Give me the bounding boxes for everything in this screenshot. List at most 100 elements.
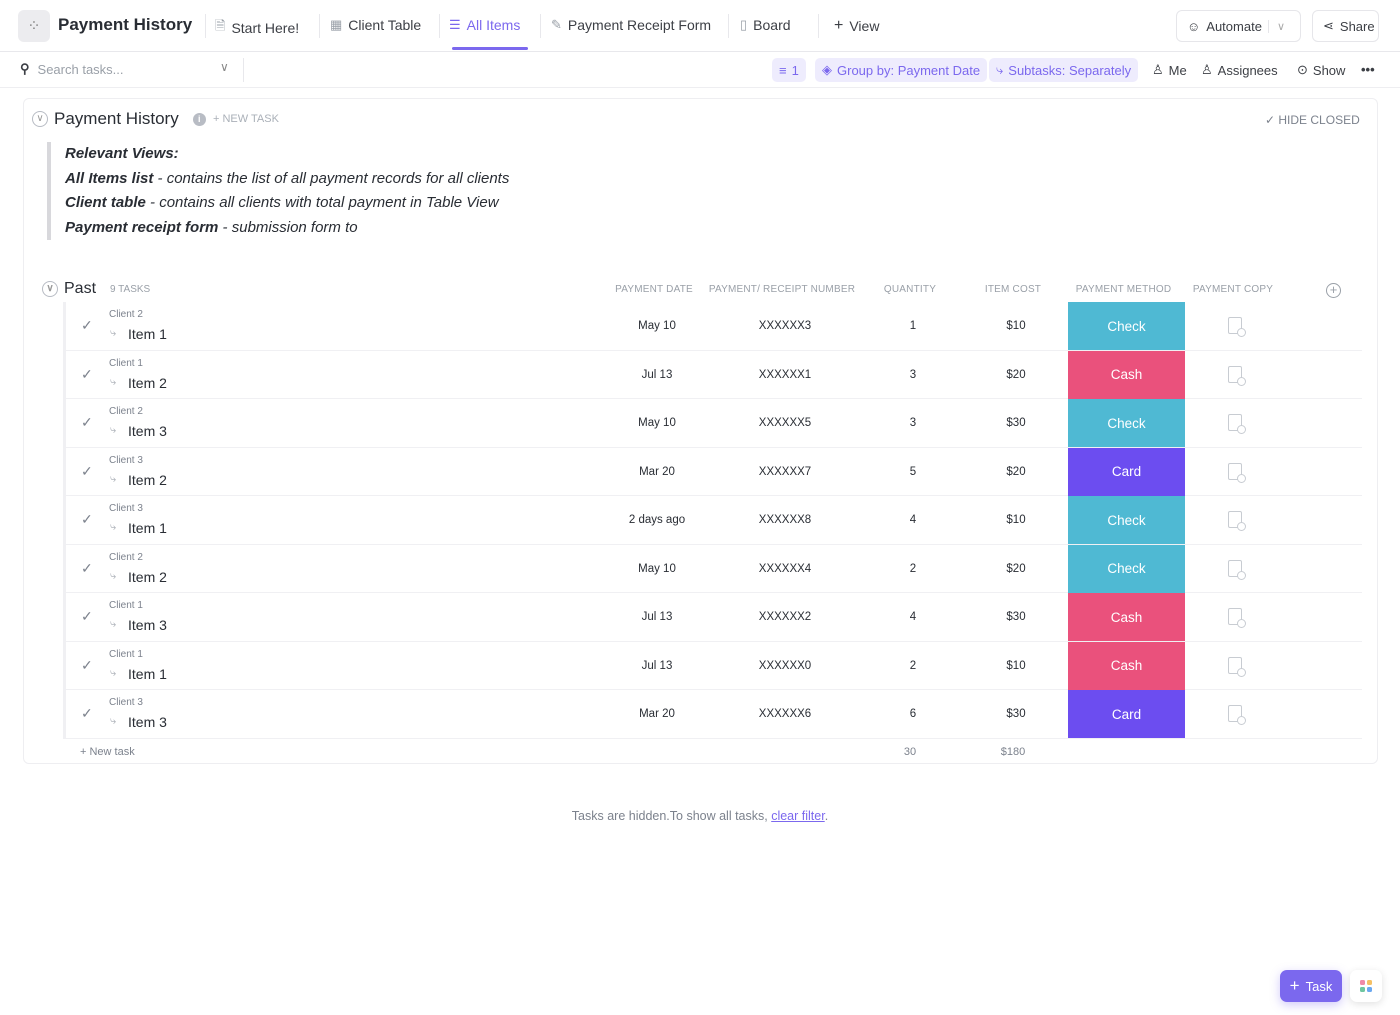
- task-name[interactable]: Item 2: [128, 568, 167, 585]
- task-name[interactable]: Item 1: [128, 665, 167, 682]
- item-cost[interactable]: $10: [1006, 659, 1026, 672]
- payment-date[interactable]: Mar 20: [639, 708, 675, 720]
- more-icon[interactable]: •••: [1361, 62, 1375, 77]
- item-cost[interactable]: $30: [1006, 708, 1026, 720]
- task-name[interactable]: Item 2: [128, 471, 167, 488]
- column-header-cost[interactable]: ITEM COST: [984, 284, 1042, 295]
- payment-date[interactable]: Jul 13: [641, 659, 673, 672]
- payment-method[interactable]: Check: [1068, 544, 1185, 593]
- receipt-number[interactable]: XXXXXX4: [758, 562, 812, 575]
- task-name[interactable]: Item 3: [128, 423, 167, 439]
- document-upload-icon[interactable]: [1228, 705, 1246, 725]
- payment-date[interactable]: Mar 20: [639, 465, 675, 478]
- payment-method[interactable]: Cash: [1068, 593, 1185, 641]
- tab-payment-receipt-form[interactable]: ✎ Payment Receipt Form: [551, 17, 711, 33]
- apps-button[interactable]: [1350, 970, 1382, 1002]
- tab-board[interactable]: ▯ Board: [740, 17, 791, 33]
- check-icon[interactable]: ✓: [81, 559, 93, 576]
- table-row[interactable]: ✓ Client 3 ⤷ Item 3 Mar 20 XXXXXX6 6 $30 Card: [66, 690, 1362, 739]
- tab-all-items[interactable]: ☰ All Items: [449, 17, 520, 33]
- payment-date[interactable]: May 10: [638, 562, 676, 575]
- payment-date[interactable]: May 10: [638, 320, 676, 332]
- receipt-number[interactable]: XXXXXX3: [758, 320, 812, 332]
- item-cost[interactable]: $10: [1006, 514, 1026, 526]
- document-upload-icon[interactable]: [1228, 608, 1246, 628]
- item-cost[interactable]: $20: [1006, 368, 1026, 381]
- check-icon[interactable]: ✓: [81, 317, 93, 333]
- receipt-number[interactable]: XXXXXX6: [758, 708, 812, 720]
- payment-date[interactable]: Jul 13: [641, 368, 673, 381]
- task-name[interactable]: Item 3: [128, 617, 167, 633]
- column-header-date[interactable]: PAYMENT DATE: [615, 284, 693, 295]
- column-header-receipt[interactable]: PAYMENT/ RECEIPT NUMBER: [708, 284, 856, 295]
- quantity[interactable]: 1: [909, 320, 917, 332]
- share-button[interactable]: ⋖ Share: [1312, 10, 1379, 42]
- quantity[interactable]: 5: [909, 465, 917, 478]
- task-name[interactable]: Item 3: [128, 714, 167, 730]
- document-upload-icon[interactable]: [1228, 511, 1246, 531]
- table-row[interactable]: ✓ Client 2 ⤷ Item 2 May 10 XXXXXX4 2 $20 Check: [66, 544, 1362, 593]
- tab-client-table[interactable]: ▦ Client Table: [330, 17, 421, 33]
- column-header-copy[interactable]: PAYMENT COPY: [1192, 284, 1274, 295]
- receipt-number[interactable]: XXXXXX1: [758, 368, 812, 381]
- table-row[interactable]: ✓ Client 3 ⤷ Item 1 2 days ago XXXXXX8 4 $10 Che…: [66, 496, 1362, 545]
- document-upload-icon[interactable]: [1228, 365, 1246, 386]
- check-icon[interactable]: ✓: [81, 365, 93, 382]
- clear-filter-link[interactable]: clear filter: [771, 809, 825, 823]
- quantity[interactable]: 4: [909, 514, 917, 526]
- receipt-number[interactable]: XXXXXX2: [758, 611, 812, 623]
- payment-date[interactable]: Jul 13: [641, 611, 673, 623]
- column-header-method[interactable]: PAYMENT METHOD: [1075, 284, 1172, 295]
- payment-date[interactable]: 2 days ago: [628, 514, 686, 526]
- collapse-icon[interactable]: ∨: [42, 281, 58, 297]
- quantity[interactable]: 2: [909, 659, 917, 672]
- payment-method[interactable]: Card: [1068, 447, 1185, 496]
- add-task-button[interactable]: + Task: [1280, 970, 1342, 1002]
- item-cost[interactable]: $20: [1006, 562, 1026, 575]
- payment-method[interactable]: Cash: [1068, 350, 1185, 399]
- document-upload-icon[interactable]: [1228, 414, 1246, 434]
- payment-method[interactable]: Check: [1068, 399, 1185, 447]
- info-icon[interactable]: i: [192, 112, 206, 126]
- quantity[interactable]: 6: [909, 708, 917, 720]
- automate-button[interactable]: ☺ Automate ∨: [1176, 10, 1301, 42]
- quantity[interactable]: 3: [909, 368, 917, 381]
- table-row[interactable]: ✓ Client 1 ⤷ Item 2 Jul 13 XXXXXX1 3 $20 Cash: [66, 350, 1362, 399]
- new-task-button[interactable]: + NEW TASK: [213, 113, 279, 125]
- add-view-button[interactable]: + View: [834, 17, 879, 35]
- collapse-icon[interactable]: ∨: [32, 111, 48, 127]
- check-icon[interactable]: ✓: [81, 462, 93, 479]
- table-row[interactable]: ✓ Client 2 ⤷ Item 3 May 10 XXXXXX5 3 $30 Check: [66, 399, 1362, 448]
- receipt-number[interactable]: XXXXXX7: [758, 465, 812, 478]
- hide-closed-button[interactable]: ✓ HIDE CLOSED: [1265, 113, 1360, 127]
- filter-button[interactable]: ≡ 1: [772, 58, 806, 82]
- document-upload-icon[interactable]: [1228, 462, 1246, 483]
- search-input[interactable]: ⚲ Search tasks...: [20, 61, 124, 77]
- document-upload-icon[interactable]: [1228, 656, 1246, 677]
- item-cost[interactable]: $30: [1006, 417, 1026, 429]
- table-row[interactable]: ✓ Client 3 ⤷ Item 2 Mar 20 XXXXXX7 5 $20 Card: [66, 447, 1362, 496]
- table-row[interactable]: ✓ Client 1 ⤷ Item 1 Jul 13 XXXXXX0 2 $10 Cash: [66, 641, 1362, 690]
- group-by-button[interactable]: ◈ Group by: Payment Date: [815, 58, 988, 82]
- table-row[interactable]: ✓ Client 2 ⤷ Item 1 May 10 XXXXXX3 1 $10 Check: [66, 302, 1362, 351]
- item-cost[interactable]: $30: [1006, 611, 1026, 623]
- payment-method[interactable]: Cash: [1068, 641, 1185, 690]
- receipt-number[interactable]: XXXXXX0: [758, 659, 812, 672]
- table-row[interactable]: ✓ Client 1 ⤷ Item 3 Jul 13 XXXXXX2 4 $30 Cash: [66, 593, 1362, 642]
- check-icon[interactable]: ✓: [81, 705, 93, 721]
- assignees-filter[interactable]: ♙ Assignees: [1201, 62, 1278, 78]
- new-task-row-button[interactable]: + New task: [80, 746, 135, 758]
- me-filter[interactable]: ♙ Me: [1152, 62, 1187, 78]
- chevron-down-icon[interactable]: ∨: [1267, 19, 1285, 33]
- item-cost[interactable]: $20: [1006, 465, 1026, 478]
- receipt-number[interactable]: XXXXXX5: [758, 417, 812, 429]
- check-icon[interactable]: ✓: [81, 511, 93, 527]
- add-column-icon[interactable]: +: [1326, 283, 1341, 298]
- check-icon[interactable]: ✓: [81, 414, 93, 430]
- task-name[interactable]: Item 1: [128, 520, 167, 536]
- column-header-quantity[interactable]: QUANTITY: [883, 284, 937, 295]
- document-upload-icon[interactable]: [1228, 317, 1246, 337]
- task-name[interactable]: Item 2: [128, 374, 167, 391]
- payment-date[interactable]: May 10: [638, 417, 676, 429]
- chevron-down-icon[interactable]: ∨: [220, 60, 229, 74]
